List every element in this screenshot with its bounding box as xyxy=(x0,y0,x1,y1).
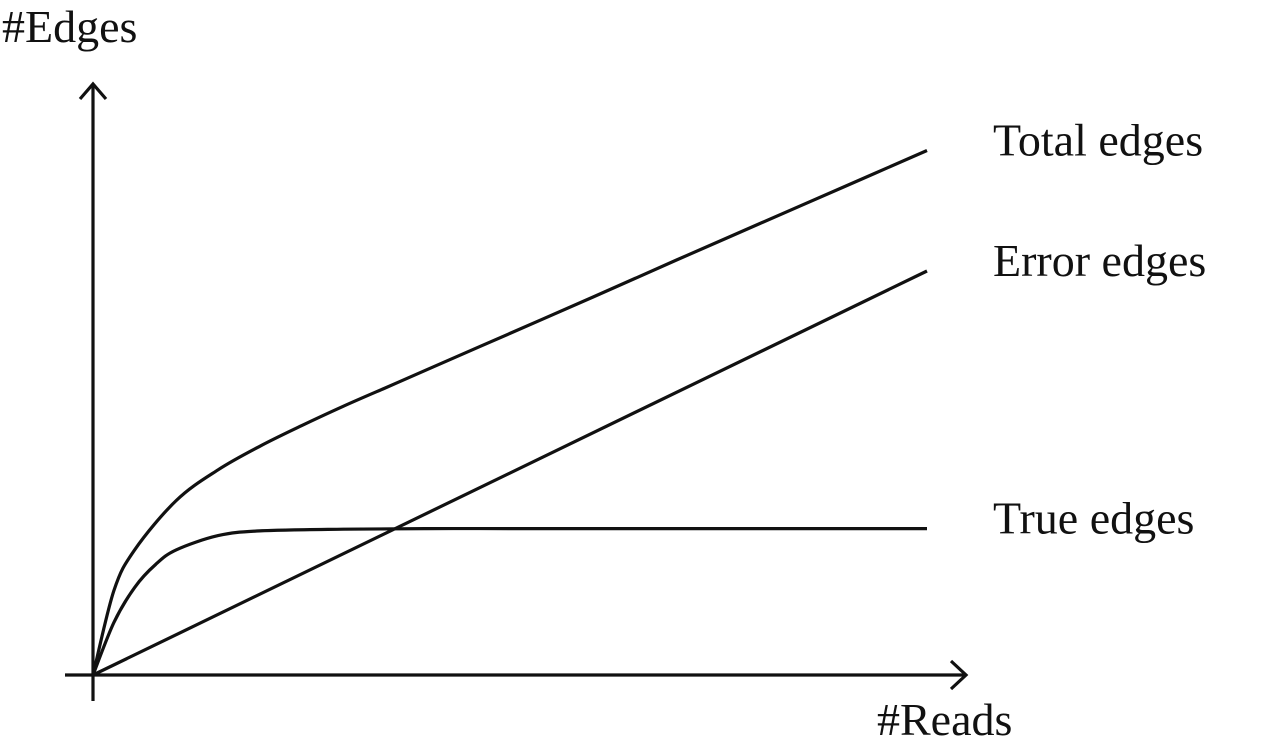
series-label-total-edges: Total edges xyxy=(993,115,1203,166)
series-line-error-edges xyxy=(92,269,928,677)
series-line-true-edges xyxy=(91,526,927,676)
series-labels: Total edges Error edges True edges xyxy=(993,115,1206,544)
x-axis-arrow-icon xyxy=(949,659,969,691)
series-line-total-edges xyxy=(91,149,928,676)
y-axis-title: #Edges xyxy=(2,1,137,52)
series-label-true-edges: True edges xyxy=(993,493,1194,544)
x-axis-title: #Reads xyxy=(877,694,1012,742)
y-axis-arrow-icon xyxy=(78,81,108,101)
axes xyxy=(65,81,969,701)
series-lines xyxy=(91,149,928,677)
series-label-error-edges: Error edges xyxy=(993,235,1206,286)
